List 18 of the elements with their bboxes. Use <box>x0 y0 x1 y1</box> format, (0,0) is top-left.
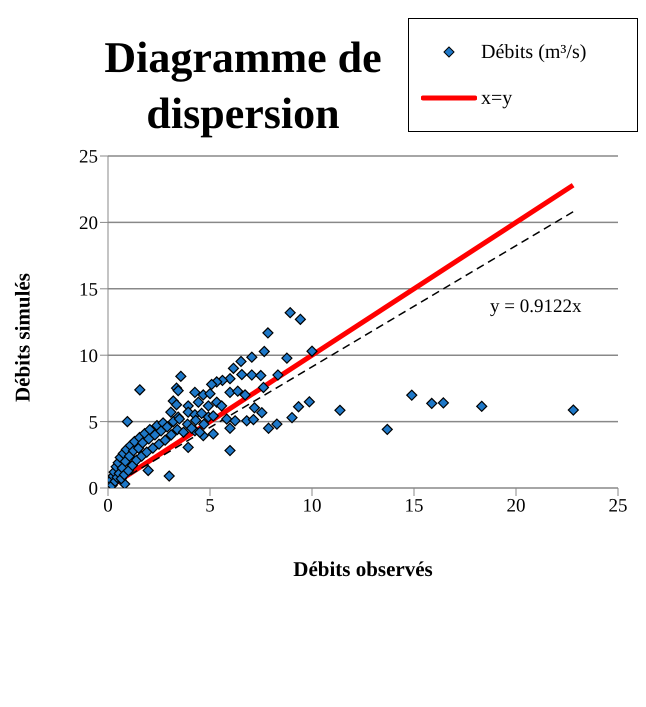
y-axis-title: Débits simulés <box>10 273 34 402</box>
chart-title: Diagramme de dispersion <box>103 32 383 140</box>
annotation: y = 0.9122x <box>490 296 582 318</box>
y-tick-label: 25 <box>79 146 98 168</box>
x-tick-label: 20 <box>506 495 526 516</box>
x-tick-label: 10 <box>302 495 322 516</box>
x-tick-label: 0 <box>103 495 113 516</box>
x-tick-label: 15 <box>404 495 424 516</box>
legend-label: x=y <box>481 86 512 110</box>
y-tick-label: 0 <box>88 478 98 500</box>
y-tick-label: 5 <box>88 412 98 434</box>
x-tick-label: 25 <box>608 495 628 516</box>
legend-label: Débits (m³/s) <box>481 40 586 64</box>
y-tick-label: 10 <box>79 346 98 367</box>
y-tick-label: 15 <box>79 280 98 301</box>
x-tick-label: 5 <box>205 495 215 516</box>
y-tick-label: 20 <box>79 213 98 234</box>
x-axis-title: Débits observés <box>293 557 433 581</box>
